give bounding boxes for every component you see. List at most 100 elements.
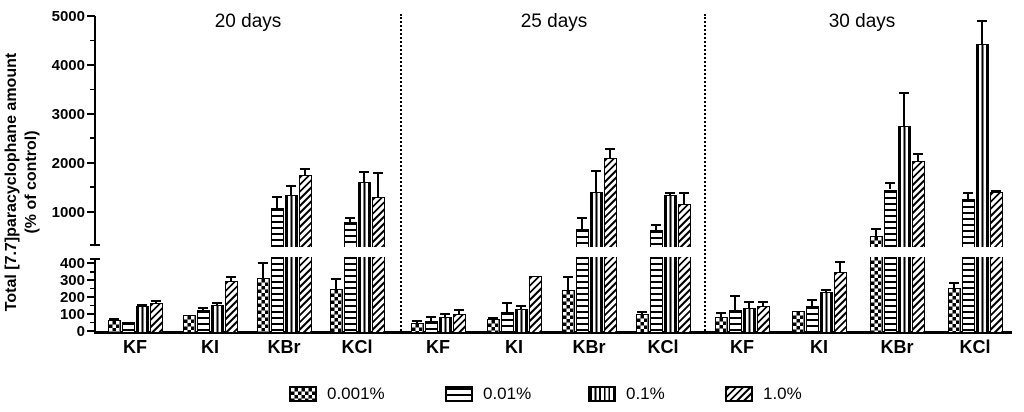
y-tick-label-1000: 1000 <box>51 203 85 221</box>
bar-20days-KBr-0.1%-error-cap <box>286 185 296 188</box>
bar-25days-KBr-0.1%-error-cap <box>591 169 601 172</box>
y-tick-label-2000: 2000 <box>51 154 85 172</box>
bar-25days-KBr-0.001% <box>561 290 575 333</box>
legend-label-0.01%: 0.01% <box>483 384 532 403</box>
y-tick-100 <box>87 313 95 316</box>
bar-25days-KI-0.01%-error-cap <box>502 302 512 305</box>
y-minor-tick-1500 <box>90 186 95 188</box>
bar-20days-KI-1.0%-error-cap <box>226 275 236 278</box>
bar-25days-KCl-0.01%-upper-part <box>649 230 663 247</box>
bar-25days-KI-0.01% <box>500 311 514 333</box>
bar-30days-KCl-0.001% <box>947 287 961 333</box>
bar-20days-KBr-0.001%-error-cap <box>258 262 268 265</box>
legend-label-0.1%: 0.1% <box>626 384 665 403</box>
y-tick-4000 <box>87 63 95 66</box>
bar-30days-KCl-0.1%-upper-part <box>975 44 989 247</box>
legend-swatch-horizontal-lines <box>445 385 473 402</box>
bar-20days-KCl-0.001%-error-cap <box>331 278 341 281</box>
bar-30days-KBr-0.1%-error-cap <box>899 91 909 94</box>
bar-30days-KF-1.0% <box>756 306 770 333</box>
bar-20days-KCl-0.01%-lower-part <box>343 257 357 333</box>
upper-axis-end-cap <box>90 244 100 246</box>
bar-25days-KF-0.01%-error-bar <box>430 316 432 321</box>
bar-30days-KF-1.0%-error-cap <box>758 301 768 304</box>
bar-30days-KCl-0.01%-error-cap <box>963 191 973 194</box>
bar-25days-KI-0.01%-error-bar <box>506 303 508 312</box>
bar-20days-KF-0.1% <box>135 306 149 333</box>
bar-30days-KI-0.01%-error-bar <box>811 300 813 307</box>
bar-25days-KCl-0.01%-error-bar <box>655 225 657 231</box>
bar-20days-KBr-0.01%-error-cap <box>272 196 282 199</box>
bar-30days-KF-0.01%-error-cap <box>730 295 740 298</box>
bar-30days-KCl-0.1%-lower-part <box>975 257 989 333</box>
bar-20days-KBr-1.0%-error-cap <box>300 167 310 170</box>
bar-25days-KI-0.001%-error-cap <box>488 317 498 320</box>
bar-20days-KBr-0.1%-lower-part <box>284 257 298 333</box>
group-label-20-KI: KI <box>201 337 219 357</box>
bar-30days-KF-0.1% <box>742 308 756 333</box>
y-tick-label-200: 200 <box>59 289 85 307</box>
y-axis-title: Total [7.7]paracyclophane amount (% of c… <box>0 12 46 352</box>
legend-item-0.1%: 0.1% <box>588 385 665 402</box>
bar-30days-KF-0.001%-error-cap <box>716 312 726 315</box>
group-label-30-KI: KI <box>810 337 828 357</box>
bar-25days-KCl-0.01%-lower-part <box>649 257 663 333</box>
bar-25days-KI-0.1%-error-bar <box>520 305 522 309</box>
bar-25days-KBr-1.0%-error-cap <box>605 147 615 150</box>
bar-30days-KBr-0.1%-upper-part <box>897 125 911 247</box>
bar-25days-KF-1.0% <box>452 313 466 333</box>
bar-20days-KBr-1.0%-upper-part <box>298 174 312 247</box>
bar-20days-KBr-0.001%-error-bar <box>262 263 264 278</box>
legend-swatch-diagonal-lines <box>725 385 753 402</box>
bar-25days-KF-0.001%-error-cap <box>412 319 422 322</box>
bar-20days-KBr-0.01%-lower-part <box>270 257 284 333</box>
bar-25days-KF-0.1% <box>438 317 452 333</box>
bar-30days-KF-0.1%-error-bar <box>748 302 750 309</box>
bar-30days-KCl-1.0%-error-cap <box>991 189 1001 192</box>
group-label-25-KBr: KBr <box>572 337 606 357</box>
bar-25days-KBr-0.1%-lower-part <box>589 257 603 333</box>
group-label-30-KF: KF <box>730 337 754 357</box>
bar-30days-KCl-0.01%-upper-part <box>961 199 975 247</box>
bar-20days-KBr-0.1%-error-bar <box>290 186 292 196</box>
panel-title-3: 30 days <box>828 11 896 32</box>
bar-30days-KI-0.01%-error-cap <box>807 299 817 302</box>
bar-30days-KBr-0.001%-upper-part <box>869 236 883 247</box>
legend-swatch-checkerboard <box>289 385 317 402</box>
bar-30days-KF-1.0%-error-bar <box>762 302 764 307</box>
y-minor-tick-4500 <box>90 39 95 42</box>
bar-30days-KCl-0.01%-error-bar <box>967 192 969 200</box>
y-tick-400 <box>87 262 95 265</box>
bar-25days-KCl-0.001% <box>635 314 649 333</box>
bar-20days-KCl-0.1%-error-bar <box>363 172 365 182</box>
bar-20days-KCl-0.1%-error-cap <box>359 171 369 174</box>
bar-25days-KI-1.0% <box>528 275 542 333</box>
bar-25days-KBr-0.01%-upper-part <box>575 228 589 247</box>
lower-axis-end-cap <box>90 258 100 260</box>
bar-20days-KCl-0.001%-error-bar <box>335 279 337 289</box>
bar-30days-KF-0.01% <box>728 309 742 333</box>
y-axis-title-line2: (% of control) <box>23 130 40 234</box>
bar-20days-KBr-0.01%-error-bar <box>276 197 278 208</box>
bar-30days-KBr-1.0%-error-cap <box>913 153 923 156</box>
y-tick-0 <box>87 330 95 332</box>
bar-20days-KCl-0.001% <box>329 288 343 333</box>
bar-30days-KBr-0.01%-upper-part <box>883 189 897 247</box>
y-tick-1000 <box>87 210 95 213</box>
panel-divider-1 <box>400 14 402 331</box>
bar-20days-KBr-0.001% <box>256 277 270 333</box>
bar-30days-KBr-0.01%-error-bar <box>889 182 891 190</box>
bar-25days-KF-0.1%-error-cap <box>440 313 450 316</box>
y-minor-tick-2500 <box>90 137 95 139</box>
bar-30days-KBr-0.001%-error-bar <box>875 229 877 237</box>
bar-25days-KBr-0.01%-lower-part <box>575 257 589 333</box>
bar-25days-KCl-0.01%-error-cap <box>651 224 661 227</box>
bar-25days-KCl-0.1%-error-bar <box>669 192 671 196</box>
bar-30days-KCl-0.01%-lower-part <box>961 257 975 333</box>
bar-30days-KBr-0.1%-error-bar <box>903 92 905 126</box>
bar-30days-KCl-0.001%-error-cap <box>949 281 959 284</box>
bar-30days-KI-1.0% <box>833 271 847 333</box>
y-minor-tick-150 <box>90 304 95 307</box>
group-label-30-KCl: KCl <box>959 337 991 357</box>
x-axis-line <box>94 331 1012 334</box>
